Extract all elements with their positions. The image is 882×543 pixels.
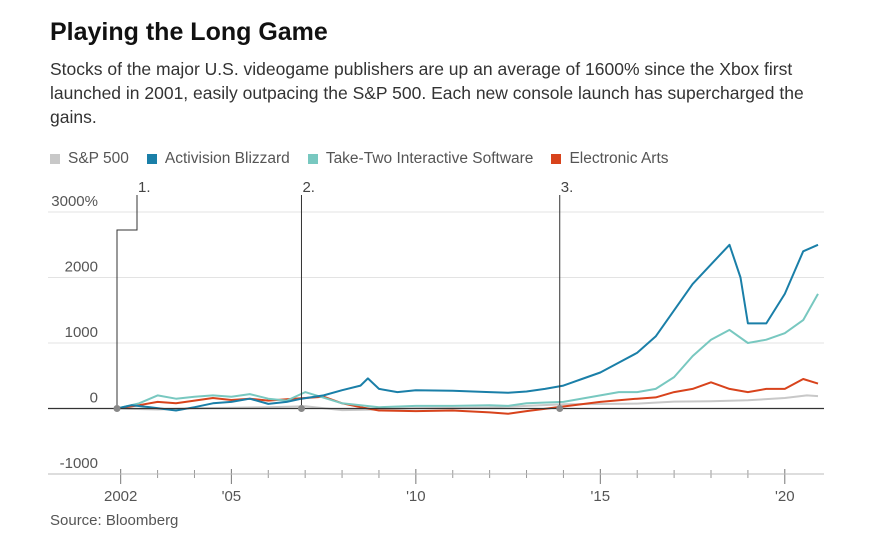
annotation-marker [297,405,305,412]
chart-subtitle: Stocks of the major U.S. videogame publi… [50,59,804,127]
x-tick-label: '05 [222,488,242,505]
y-tick-label: -1000 [60,455,98,472]
annotation-label: 1. [138,179,151,196]
legend-label-activision: Activision Blizzard [164,150,290,167]
chart-legend: S&P 500 Activision Blizzard Take-Two Int… [50,150,687,168]
x-tick-label: '10 [406,488,426,505]
x-tick-label: 2002 [104,488,137,505]
x-tick-label: '20 [775,488,795,505]
legend-label-sp500: S&P 500 [68,150,129,167]
series-line-take-two-interactive-software [116,293,819,410]
series-line-s-p-500 [116,394,819,412]
annotation-label: 3. [561,179,574,196]
legend-label-taketwo: Take-Two Interactive Software [325,150,534,167]
source-note: Source: Bloomberg [50,512,179,529]
legend-item-activision: Activision Blizzard [146,150,290,168]
series-line-activision-blizzard [116,243,819,412]
annotation-marker [113,405,121,412]
y-tick-label: 2000 [65,259,98,276]
legend-swatch-ea [551,154,562,164]
y-tick-label: 0 [90,390,98,407]
legend-swatch-taketwo [307,154,318,164]
x-tick-label: '15 [591,488,611,505]
legend-swatch-sp500 [50,154,60,164]
annotation-marker [556,405,564,412]
legend-item-taketwo: Take-Two Interactive Software [307,150,534,168]
legend-item-sp500: S&P 500 [50,150,129,168]
chart-title: Playing the Long Game [50,18,328,46]
legend-item-ea: Electronic Arts [551,150,669,168]
legend-label-ea: Electronic Arts [569,150,669,167]
y-tick-label: 3000% [51,193,98,210]
series-line-electronic-arts [116,378,819,415]
y-tick-label: 1000 [65,324,98,341]
annotation-label: 2. [302,179,315,196]
annotation-line [116,195,138,409]
legend-swatch-activision [146,154,157,164]
